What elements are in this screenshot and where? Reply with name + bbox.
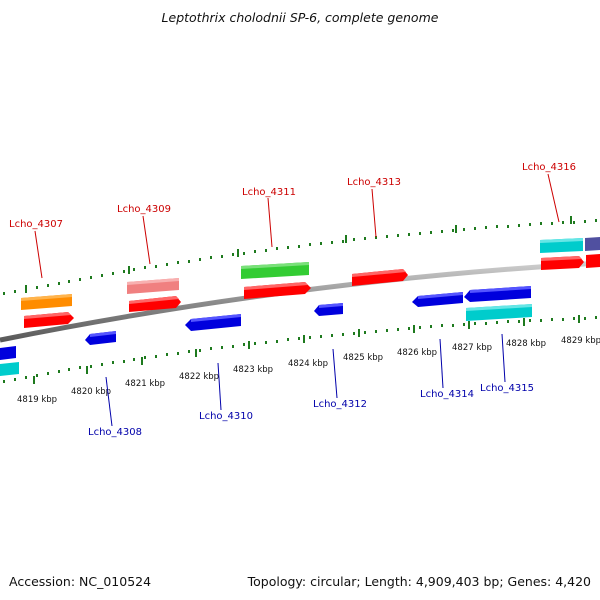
leader-line — [439, 338, 444, 389]
scale-label: 4826 kbp — [397, 348, 437, 358]
reverse-tick-track — [3, 315, 597, 384]
leader-line — [501, 333, 506, 383]
scale-label: 4820 kbp — [71, 387, 111, 397]
gene-label-lcho-4307[interactable]: Lcho_4307 — [9, 219, 63, 230]
leader-line — [267, 197, 273, 248]
gene-arrow-lcho-4316[interactable] — [540, 237, 600, 270]
scale-label: 4823 kbp — [233, 365, 273, 375]
forward-tick-track — [3, 216, 597, 295]
gene-arrow-lcho-4312[interactable] — [314, 303, 343, 316]
gene-label-lcho-4310[interactable]: Lcho_4310 — [199, 411, 253, 422]
gene-arrow-lcho-4310[interactable] — [185, 314, 241, 331]
scale-label: 4825 kbp — [343, 353, 383, 363]
gene-arrow-lcho-4309[interactable] — [127, 278, 181, 312]
gene-arrow-lcho-4314[interactable] — [412, 292, 463, 307]
forward-genes — [21, 237, 600, 328]
scale-label: 4829 kbp — [561, 336, 600, 346]
genome-summary-text: Topology: circular; Length: 4,909,403 bp… — [247, 574, 591, 589]
gene-label-lcho-4314[interactable]: Lcho_4314 — [420, 389, 474, 400]
gene-label-lcho-4315[interactable]: Lcho_4315 — [480, 383, 534, 394]
gene-arrow-lcho-4315[interactable] — [464, 286, 532, 321]
leader-line — [547, 173, 560, 223]
gene-label-lcho-4313[interactable]: Lcho_4313 — [347, 177, 401, 188]
map-title: Leptothrix cholodnii SP-6, complete geno… — [161, 10, 439, 25]
reverse-genes — [0, 286, 532, 376]
gene-label-lcho-4308[interactable]: Lcho_4308 — [88, 427, 142, 438]
label-leader-lines — [34, 173, 560, 427]
scale-label: 4821 kbp — [125, 379, 165, 389]
gene-arrow-lcho-4308[interactable] — [85, 331, 116, 345]
scale-labels: 4819 kbp 4820 kbp 4821 kbp 4822 kbp 4823… — [17, 336, 600, 405]
leader-line — [142, 215, 151, 265]
leader-line — [34, 230, 43, 279]
gene-label-lcho-4316[interactable]: Lcho_4316 — [522, 162, 576, 173]
leader-line — [217, 362, 222, 411]
scale-label: 4822 kbp — [179, 372, 219, 382]
scale-label: 4824 kbp — [288, 359, 328, 369]
scale-label: 4827 kbp — [452, 343, 492, 353]
gene-arrow-lcho-4306[interactable] — [0, 346, 19, 376]
accession-text: Accession: NC_010524 — [9, 574, 152, 589]
leader-line — [105, 376, 113, 427]
scale-label: 4828 kbp — [506, 339, 546, 349]
gene-label-lcho-4309[interactable]: Lcho_4309 — [117, 204, 171, 215]
leader-line — [371, 188, 377, 238]
gene-arrow-lcho-4313[interactable] — [352, 269, 408, 286]
gene-label-lcho-4312[interactable]: Lcho_4312 — [313, 399, 367, 410]
gene-label-lcho-4311[interactable]: Lcho_4311 — [242, 187, 296, 198]
leader-line — [332, 348, 338, 399]
gene-arrow-lcho-4307[interactable] — [21, 294, 74, 328]
gene-labels: Lcho_4307 Lcho_4309 Lcho_4311 Lcho_4313 … — [9, 162, 576, 438]
scale-label: 4819 kbp — [17, 395, 57, 405]
gene-arrow-lcho-4311[interactable] — [241, 262, 311, 299]
